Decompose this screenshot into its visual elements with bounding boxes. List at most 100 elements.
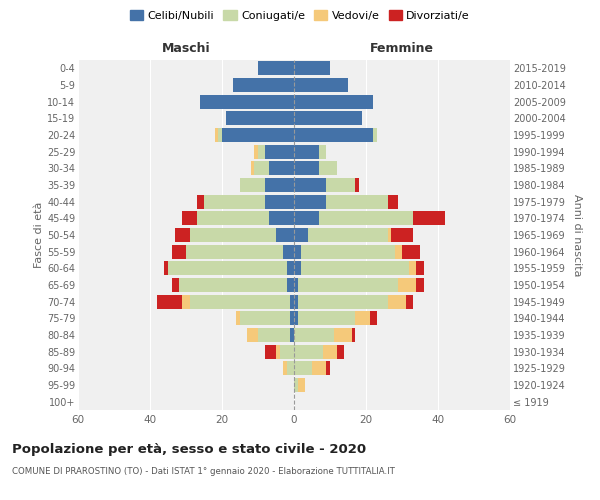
Bar xyxy=(298,294,388,308)
Bar xyxy=(294,144,319,159)
Bar xyxy=(190,294,290,308)
Bar xyxy=(182,294,190,308)
Bar xyxy=(280,344,294,359)
Bar xyxy=(294,361,312,376)
Bar xyxy=(290,311,294,326)
Bar xyxy=(319,211,413,226)
Legend: Celibi/Nubili, Coniugati/e, Vedovi/e, Divorziati/e: Celibi/Nubili, Coniugati/e, Vedovi/e, Di… xyxy=(128,8,472,23)
Bar xyxy=(294,94,373,109)
Bar xyxy=(168,261,287,276)
Bar xyxy=(294,244,301,259)
Bar xyxy=(283,244,294,259)
Bar xyxy=(236,311,240,326)
Text: Popolazione per età, sesso e stato civile - 2020: Popolazione per età, sesso e stato civil… xyxy=(12,442,366,456)
Bar xyxy=(157,294,182,308)
Bar xyxy=(258,62,294,76)
Bar xyxy=(265,178,294,192)
Bar xyxy=(265,344,276,359)
Bar xyxy=(294,62,330,76)
Bar xyxy=(298,378,305,392)
Bar xyxy=(240,311,290,326)
Bar xyxy=(215,128,218,142)
Bar xyxy=(294,112,362,126)
Bar xyxy=(402,244,420,259)
Bar xyxy=(172,278,179,292)
Bar xyxy=(247,328,258,342)
Y-axis label: Fasce di età: Fasce di età xyxy=(34,202,44,268)
Bar xyxy=(294,228,308,242)
Y-axis label: Anni di nascita: Anni di nascita xyxy=(572,194,583,276)
Bar xyxy=(416,278,424,292)
Bar xyxy=(172,244,186,259)
Bar xyxy=(276,228,294,242)
Bar xyxy=(355,178,359,192)
Bar xyxy=(355,311,370,326)
Bar xyxy=(226,112,294,126)
Text: COMUNE DI PRAROSTINO (TO) - Dati ISTAT 1° gennaio 2020 - Elaborazione TUTTITALIA: COMUNE DI PRAROSTINO (TO) - Dati ISTAT 1… xyxy=(12,468,395,476)
Bar xyxy=(319,144,326,159)
Bar xyxy=(312,361,326,376)
Bar xyxy=(287,261,294,276)
Bar xyxy=(269,211,294,226)
Bar xyxy=(308,228,388,242)
Bar xyxy=(164,261,168,276)
Bar xyxy=(294,162,319,175)
Bar xyxy=(298,311,355,326)
Bar xyxy=(265,144,294,159)
Bar xyxy=(388,294,406,308)
Bar xyxy=(337,344,344,359)
Bar xyxy=(254,144,258,159)
Bar xyxy=(287,278,294,292)
Bar xyxy=(388,228,391,242)
Bar xyxy=(240,178,265,192)
Bar xyxy=(319,162,337,175)
Bar xyxy=(287,361,294,376)
Bar xyxy=(373,128,377,142)
Bar xyxy=(283,361,287,376)
Bar xyxy=(294,261,301,276)
Bar xyxy=(294,78,348,92)
Bar xyxy=(258,328,290,342)
Bar xyxy=(294,211,319,226)
Bar xyxy=(326,194,388,209)
Bar xyxy=(294,178,326,192)
Bar xyxy=(406,294,413,308)
Bar xyxy=(190,228,276,242)
Bar xyxy=(200,94,294,109)
Bar xyxy=(269,162,294,175)
Bar xyxy=(294,194,326,209)
Bar xyxy=(352,328,355,342)
Bar xyxy=(258,144,265,159)
Bar xyxy=(301,244,395,259)
Bar xyxy=(251,162,254,175)
Bar xyxy=(416,261,424,276)
Bar xyxy=(233,78,294,92)
Text: Maschi: Maschi xyxy=(161,42,211,55)
Bar xyxy=(197,194,204,209)
Bar xyxy=(294,294,298,308)
Bar xyxy=(175,228,190,242)
Bar xyxy=(301,261,409,276)
Text: Femmine: Femmine xyxy=(370,42,434,55)
Bar xyxy=(290,328,294,342)
Bar xyxy=(388,194,398,209)
Bar xyxy=(395,244,402,259)
Bar xyxy=(326,178,355,192)
Bar xyxy=(197,211,269,226)
Bar xyxy=(334,328,352,342)
Bar xyxy=(294,378,298,392)
Bar xyxy=(179,278,287,292)
Bar xyxy=(326,361,330,376)
Bar xyxy=(370,311,377,326)
Bar xyxy=(413,211,445,226)
Bar xyxy=(298,278,398,292)
Bar xyxy=(222,128,294,142)
Bar xyxy=(294,128,373,142)
Bar xyxy=(323,344,337,359)
Bar xyxy=(294,311,298,326)
Bar xyxy=(276,344,280,359)
Bar xyxy=(294,278,298,292)
Bar xyxy=(294,344,323,359)
Bar xyxy=(294,328,334,342)
Bar xyxy=(409,261,416,276)
